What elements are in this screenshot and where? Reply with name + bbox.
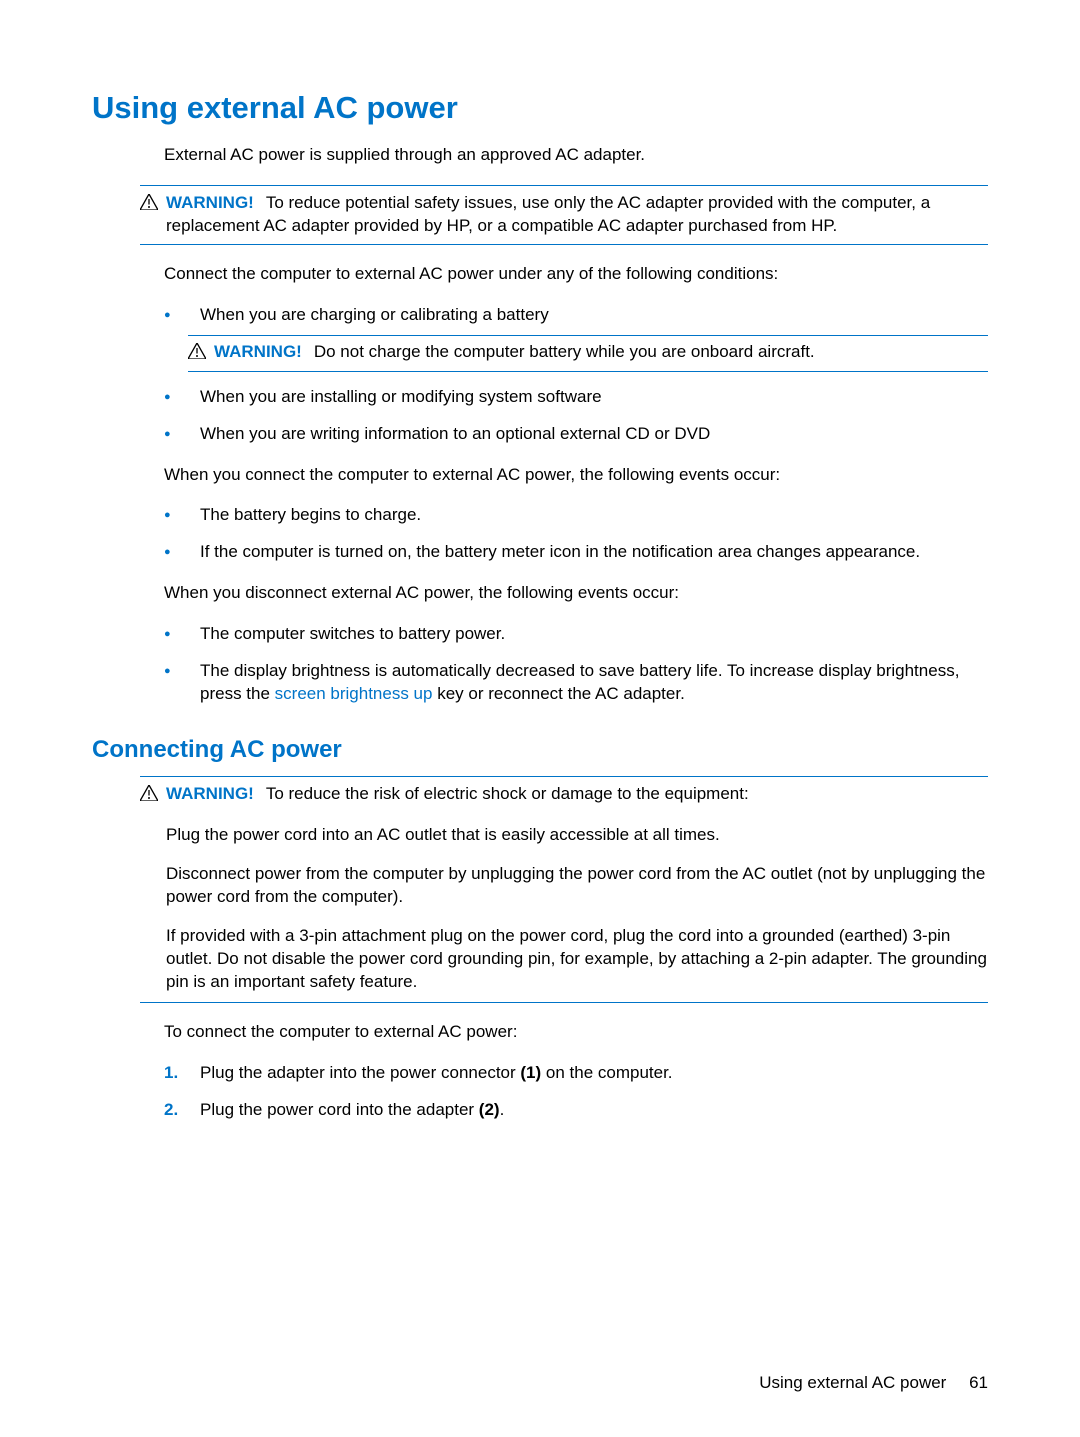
list-item-text: When you are installing or modifying sys… <box>200 387 602 406</box>
step-text-part: Plug the power cord into the adapter <box>200 1100 479 1119</box>
list-item-text-part: key or reconnect the AC adapter. <box>432 684 684 703</box>
list-item: The computer switches to battery power. <box>164 623 988 646</box>
warning-text: To reduce potential safety issues, use o… <box>166 193 930 235</box>
list-item: When you are writing information to an o… <box>164 423 988 446</box>
step-text-part: on the computer. <box>541 1063 672 1082</box>
warning-content: WARNING!To reduce potential safety issue… <box>166 192 988 238</box>
screen-brightness-link[interactable]: screen brightness up <box>275 684 433 703</box>
warning-icon <box>140 194 158 217</box>
warning-box: WARNING! Do not charge the computer batte… <box>188 335 988 372</box>
steps-list: Plug the adapter into the power connecto… <box>164 1062 988 1122</box>
warning-label: WARNING! <box>166 784 254 803</box>
warning-paragraph: If provided with a 3-pin attachment plug… <box>166 925 988 994</box>
step-text-part: Plug the adapter into the power connecto… <box>200 1063 520 1082</box>
list-item: When you are installing or modifying sys… <box>164 386 988 409</box>
document-page: Using external AC power External AC powe… <box>0 0 1080 1121</box>
list-item: The battery begins to charge. <box>164 504 988 527</box>
list-item-text: The computer switches to battery power. <box>200 624 505 643</box>
conditions-intro: Connect the computer to external AC powe… <box>164 263 988 286</box>
events-connect-intro: When you connect the computer to externa… <box>164 464 988 487</box>
list-item: If the computer is turned on, the batter… <box>164 541 988 564</box>
conditions-list: When you are charging or calibrating a b… <box>164 304 988 446</box>
warning-content: WARNING! To reduce the risk of electric s… <box>166 783 988 808</box>
page-footer: Using external AC power 61 <box>759 1373 988 1393</box>
warning-box: WARNING! To reduce the risk of electric s… <box>140 776 988 1003</box>
page-number: 61 <box>969 1373 988 1392</box>
warning-icon <box>188 343 206 366</box>
list-item-text: The battery begins to charge. <box>200 505 421 524</box>
step-item: Plug the adapter into the power connecto… <box>164 1062 988 1085</box>
warning-paragraph: Plug the power cord into an AC outlet th… <box>166 824 988 847</box>
warning-label: WARNING! <box>214 342 302 361</box>
list-item-text: When you are writing information to an o… <box>200 424 710 443</box>
step-ref: (1) <box>520 1063 541 1082</box>
list-item-text: When you are charging or calibrating a b… <box>200 305 549 324</box>
warning-label: WARNING! <box>166 193 254 212</box>
list-item: When you are charging or calibrating a b… <box>164 304 988 372</box>
section-heading: Connecting AC power <box>92 736 988 764</box>
page-title: Using external AC power <box>92 90 988 126</box>
step-item: Plug the power cord into the adapter (2)… <box>164 1099 988 1122</box>
events-connect-list: The battery begins to charge. If the com… <box>164 504 988 564</box>
warning-box: WARNING!To reduce potential safety issue… <box>140 185 988 245</box>
warning-icon <box>140 785 158 808</box>
warning-content: WARNING! Do not charge the computer batte… <box>214 341 988 364</box>
list-item-text: If the computer is turned on, the batter… <box>200 542 920 561</box>
to-connect-intro: To connect the computer to external AC p… <box>164 1021 988 1044</box>
footer-section-title: Using external AC power <box>759 1373 946 1392</box>
list-item: The display brightness is automatically … <box>164 660 988 706</box>
warning-paragraph: Disconnect power from the computer by un… <box>166 863 988 909</box>
step-text-part: . <box>500 1100 505 1119</box>
events-disconnect-list: The computer switches to battery power. … <box>164 623 988 706</box>
warning-text: To reduce the risk of electric shock or … <box>266 784 749 803</box>
step-ref: (2) <box>479 1100 500 1119</box>
intro-paragraph: External AC power is supplied through an… <box>164 144 988 167</box>
warning-text: Do not charge the computer battery while… <box>314 342 815 361</box>
events-disconnect-intro: When you disconnect external AC power, t… <box>164 582 988 605</box>
